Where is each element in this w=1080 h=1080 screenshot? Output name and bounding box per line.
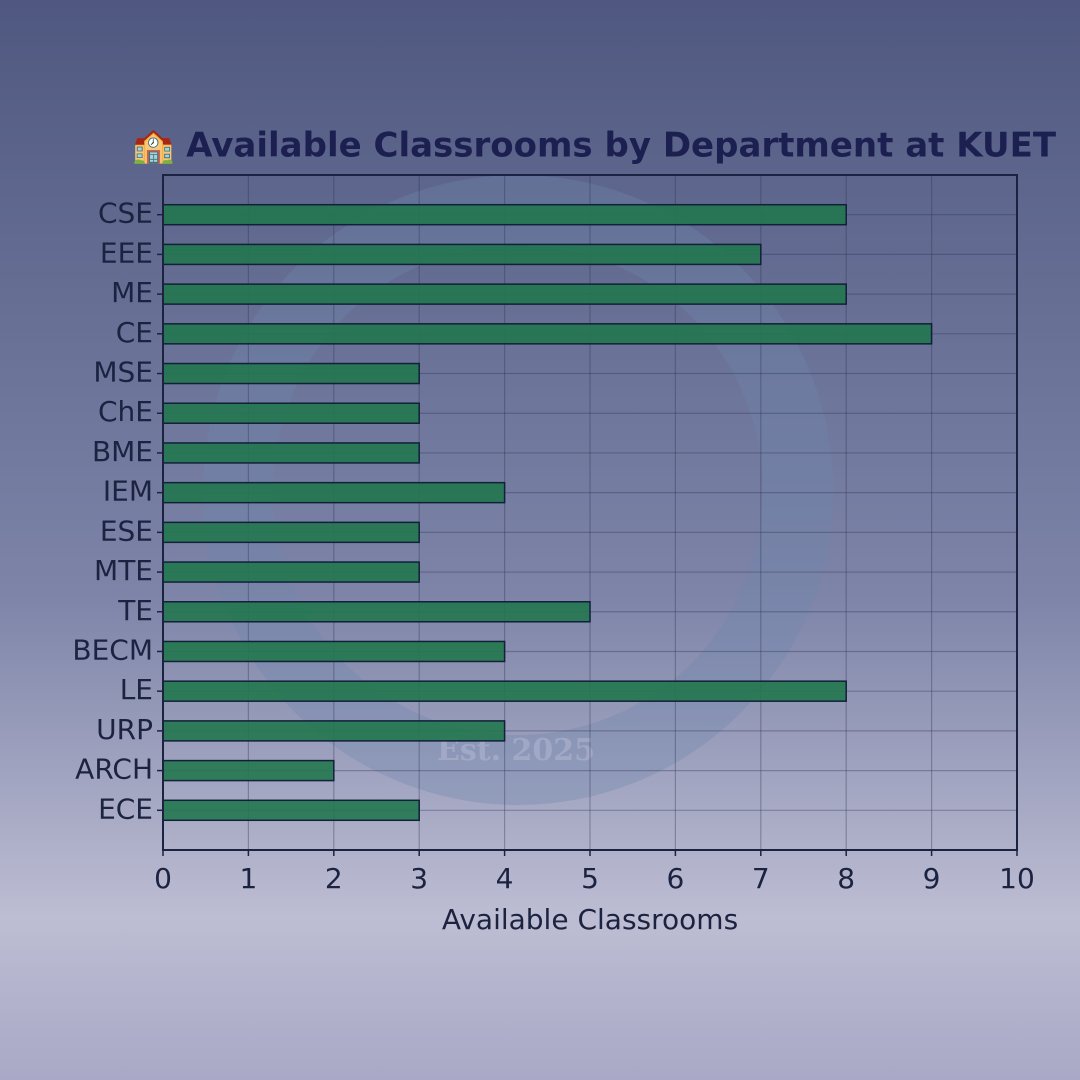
bar: [162, 283, 847, 305]
y-tick-label: CSE: [98, 197, 153, 230]
y-tick-label: URP: [96, 713, 153, 746]
bar: [162, 362, 420, 385]
y-tick-label: ARCH: [75, 753, 153, 786]
y-tick-label: CE: [116, 316, 153, 349]
y-tick-label: ECE: [98, 792, 153, 825]
bar: [162, 799, 420, 822]
bar: [162, 759, 335, 782]
bar: [162, 203, 847, 226]
x-tick-label: 6: [666, 862, 684, 895]
bar: [162, 442, 420, 464]
x-tick-label: 10: [999, 862, 1035, 895]
y-tick-label: MTE: [94, 554, 153, 587]
bar: [162, 561, 420, 583]
y-tick-label: ME: [111, 276, 153, 309]
y-tick-label: BECM: [72, 633, 153, 666]
x-tick-label: 2: [325, 862, 343, 895]
bar: [162, 720, 506, 742]
y-tick-label: ESE: [100, 514, 153, 547]
x-axis-label: Available Classrooms: [442, 903, 738, 936]
x-tick-label: 9: [923, 862, 941, 895]
y-tick-label: MSE: [93, 356, 153, 389]
x-tick-label: 4: [496, 862, 514, 895]
bar: [162, 601, 591, 623]
plot-frame: [162, 174, 1018, 851]
x-tick-label: 0: [154, 862, 172, 895]
bar: [162, 680, 847, 702]
bar: [162, 323, 933, 345]
chart-title: 🏫 Available Classrooms by Department at …: [132, 126, 1057, 166]
bar: [162, 521, 420, 544]
y-tick-label: ChE: [98, 395, 153, 428]
bar: [162, 402, 420, 424]
x-tick-label: 5: [581, 862, 599, 895]
bar: [162, 481, 506, 504]
y-tick-label: LE: [120, 673, 153, 706]
x-tick-label: 1: [239, 862, 257, 895]
x-tick-label: 7: [752, 862, 770, 895]
y-tick-label: IEM: [103, 475, 153, 508]
bar: [162, 640, 506, 663]
x-tick-label: 8: [837, 862, 855, 895]
y-tick-label: EEE: [100, 236, 153, 269]
y-tick-label: TE: [117, 594, 153, 627]
bar: [162, 243, 762, 266]
x-tick-label: 3: [410, 862, 428, 895]
y-tick-label: BME: [92, 435, 153, 468]
